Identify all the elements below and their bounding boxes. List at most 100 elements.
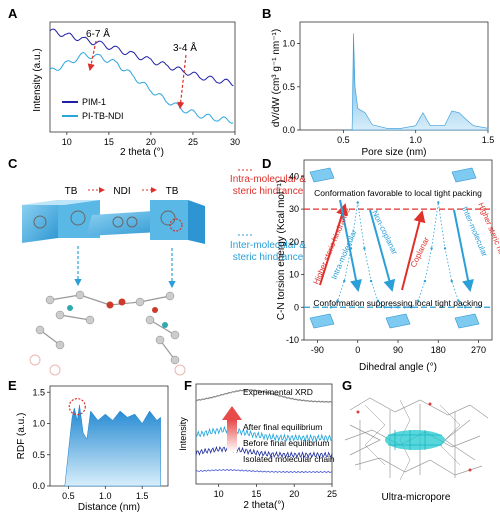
panel-d-bottom-text: Conformation suppressing local tight pac… — [313, 298, 482, 308]
panel-f-label-1: Experimental XRD — [243, 387, 313, 397]
panel-b-ticks: 0.5 1.0 1.5 0.0 0.5 1.0 — [282, 39, 494, 145]
ytick-label: 20 — [289, 237, 299, 247]
panel-a-xticks: 10 15 20 25 30 — [62, 132, 240, 147]
panel-f: F 10 15 20 25 Intensity 2 theta(°) Experime… — [178, 378, 337, 511]
trend-arrow-shaft — [227, 420, 237, 452]
panel-f-ticks: 10 15 20 25 — [214, 484, 337, 499]
panel-a-arrow-2 — [177, 54, 187, 110]
torsion-point — [403, 306, 406, 309]
spectrum-line-0 — [195, 389, 333, 403]
tb-left-block — [22, 200, 58, 243]
intra-label-2: steric hindrance — [233, 186, 304, 197]
panel-d-top-text: Conformation favorable to local tight pa… — [314, 188, 482, 198]
torsion-point — [363, 247, 366, 250]
panel-a-series — [49, 28, 234, 124]
panel-b-ylabel: dV/dW (cm³ g⁻¹ nm⁻¹) — [271, 29, 282, 127]
inter-label-1: Inter-molecular & — [230, 240, 306, 251]
tb-left-top — [22, 200, 100, 205]
molecular-rings — [33, 210, 176, 229]
spectrum-line-2 — [195, 445, 333, 459]
xtick-label: 270 — [471, 345, 486, 355]
transition-arrow-2 — [369, 209, 396, 292]
panel-a-frame — [49, 21, 236, 133]
ytick-label: 1.0 — [282, 39, 295, 49]
ytick-label: 10 — [289, 270, 299, 280]
panel-e-series — [64, 398, 161, 487]
panel-c: C TB NDI TB — [8, 156, 306, 376]
panel-f-frame — [195, 383, 333, 485]
pore-size-area — [343, 33, 489, 131]
panel-f-ylabel: Intensity — [178, 417, 188, 451]
ytick-label: 40 — [289, 171, 299, 181]
series-line-0 — [49, 28, 234, 87]
tb-right-face — [188, 200, 205, 244]
xtick-label: -90 — [311, 345, 324, 355]
panel-d-xlabel: Dihedral angle (°) — [359, 362, 437, 373]
ytick-label: 1.0 — [32, 419, 45, 429]
torsion-point — [450, 279, 453, 283]
panel-a-letter: A — [8, 6, 18, 21]
xtick-label: 0.5 — [62, 491, 75, 501]
panel-a-ylabel: Intensity (a.u.) — [32, 48, 43, 111]
xtick-label: 180 — [431, 345, 446, 355]
panel-b-letter: B — [262, 6, 271, 21]
torsion-point — [336, 299, 339, 302]
panel-e: E 0.5 1.0 1.5 0.0 0.5 1.0 1.5 RDF (a.u.) Dista… — [8, 378, 169, 513]
series-line-1 — [49, 51, 234, 124]
spectrum-line-1 — [195, 425, 333, 443]
trend-arrow-head — [222, 406, 242, 420]
panel-f-label-3: Before final equilibrium — [243, 438, 329, 448]
torsion-point — [437, 201, 440, 204]
spectrum-line-3 — [195, 468, 333, 474]
ytick-label: 0.5 — [32, 450, 45, 460]
torsion-point — [410, 306, 413, 309]
panel-a: A 10 15 20 25 30 Intensity (a.u.) 2 theta (°… — [8, 6, 240, 158]
torsion-point — [383, 306, 386, 309]
xtick-label: 25 — [327, 489, 337, 499]
conformation-icons — [309, 167, 480, 329]
transition-arrow-1 — [339, 199, 362, 292]
ytick-label: 0.0 — [282, 125, 295, 135]
panel-b-xlabel: Pore size (nm) — [361, 147, 426, 158]
label-ndi: NDI — [113, 186, 130, 197]
panel-g: G Ultra-micropore — [342, 378, 489, 503]
ytick-label: 0.5 — [282, 82, 295, 92]
label-tb-right: TB — [166, 186, 179, 197]
xtick-label: 20 — [146, 137, 156, 147]
panel-d-ticks: -90 0 90 180 270 -10 0 10 20 30 40 — [286, 171, 486, 355]
xtick-label: 25 — [188, 137, 198, 147]
panel-e-xlabel: Distance (nm) — [78, 502, 140, 513]
xtick-label: 90 — [393, 345, 403, 355]
transition-arrow-0 — [319, 203, 348, 286]
intra-label-1: Intra-molecular & — [230, 174, 306, 185]
xtick-label: 1.0 — [409, 135, 422, 145]
panel-a-annotation-2: 3-4 Å — [173, 41, 197, 54]
ytick-label: 30 — [289, 204, 299, 214]
torsion-point — [390, 306, 393, 309]
molecular-chain — [29, 290, 186, 376]
torsion-point — [430, 247, 433, 250]
xtick-label: 20 — [289, 489, 299, 499]
xtick-label: 30 — [230, 137, 240, 147]
panel-b: B 0.5 1.0 1.5 0.0 0.5 1.0 dV/dW (cm³ g⁻¹ nm⁻¹… — [262, 6, 494, 158]
xtick-label: 10 — [214, 489, 224, 499]
panel-e-ticks: 0.5 1.0 1.5 0.0 0.5 1.0 1.5 — [32, 387, 148, 501]
xtick-label: 0.5 — [337, 135, 350, 145]
panel-f-letter: F — [184, 378, 192, 393]
panel-f-series — [195, 389, 333, 474]
rdf-peak-circle — [68, 398, 86, 416]
panel-d-mid-blue: Non-coplanar — [370, 209, 399, 256]
panel-f-label-4: Isolated molecular chain — [243, 454, 335, 464]
transition-arrow-3 — [401, 210, 426, 291]
panel-d-letter: D — [262, 156, 271, 171]
xtick-label: 0 — [355, 345, 360, 355]
panel-b-series — [343, 33, 489, 131]
ytick-label: 0 — [294, 302, 299, 312]
ytick-label: 0.0 — [32, 481, 45, 491]
panel-a-xlabel: 2 theta (°) — [120, 147, 164, 158]
ytick-label: 1.5 — [32, 387, 45, 397]
transition-arrow-4 — [453, 209, 474, 292]
ultra-micropore-render — [344, 397, 489, 481]
legend-label-pitb: PI-TB-NDI — [82, 111, 124, 121]
